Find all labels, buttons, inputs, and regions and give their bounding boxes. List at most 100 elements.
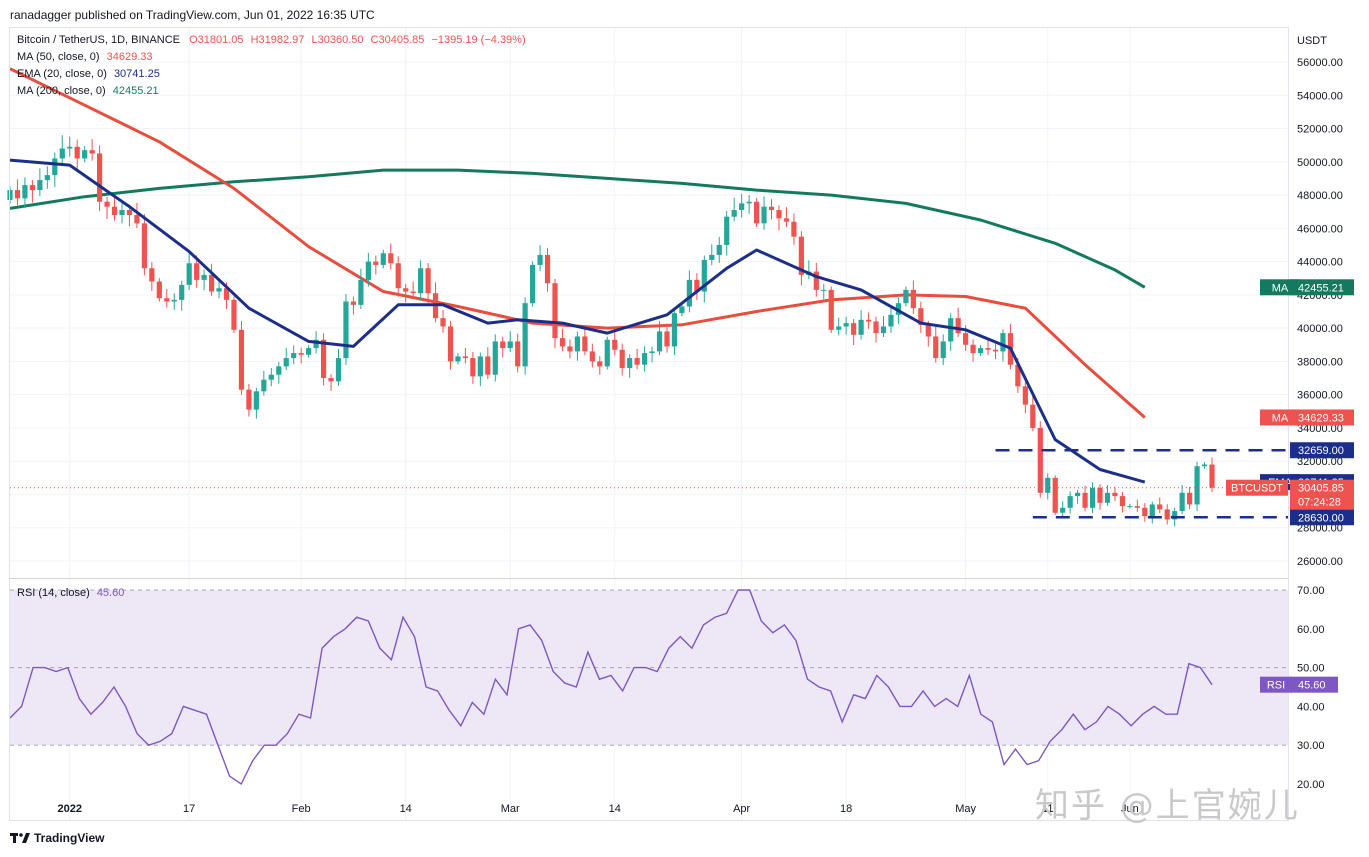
candle-body [627, 358, 633, 369]
y-tick-label: 50000.00 [1297, 157, 1343, 169]
candle-body [880, 326, 887, 334]
candle-body [298, 353, 304, 355]
y-tick-label: 32000.00 [1297, 456, 1343, 468]
ma200-legend[interactable]: MA (200, close, 0) 42455.21 [17, 85, 159, 97]
x-tick-label: 14 [609, 803, 621, 815]
candle-body [373, 261, 379, 265]
candle-body [350, 301, 357, 305]
ema20-legend-value: 30741.25 [113, 68, 160, 80]
price-tag-value-box [1290, 279, 1354, 296]
candle-body [783, 218, 790, 222]
candle-body [208, 274, 215, 292]
y-tick-label: 34000.00 [1297, 423, 1343, 435]
y-tick-label: 40000.00 [1297, 323, 1343, 335]
ma200-legend-label: MA (200, close, 0) [17, 85, 106, 97]
candle-body [223, 288, 230, 300]
candle-body [686, 279, 692, 307]
candle-body [343, 301, 349, 359]
level-tag: 28630.00 [1290, 509, 1354, 526]
level-tag-value: 28630.00 [1298, 512, 1344, 524]
candle-body [261, 379, 267, 392]
candle-body [149, 268, 155, 282]
ema20-legend[interactable]: EMA (20, close, 0) 30741.25 [17, 68, 160, 80]
y-tick-label: 52000.00 [1297, 124, 1343, 136]
candle-body [111, 206, 118, 216]
candle-body [485, 356, 491, 375]
ma200-path [9, 168, 1146, 289]
candle-body [22, 185, 28, 199]
candle-body [134, 215, 140, 224]
candle-body [470, 358, 476, 377]
candle-body [552, 283, 558, 339]
candle-body [731, 210, 737, 217]
y-tick-label: 38000.00 [1297, 356, 1343, 368]
candle-body [1187, 492, 1193, 505]
candle-body [156, 281, 162, 299]
candle-body [171, 299, 177, 302]
candle-body [410, 291, 416, 294]
rsi-legend-value: 45.60 [96, 587, 125, 599]
ohlc-close: C30405.85 [370, 34, 425, 46]
candle-body [335, 358, 342, 382]
candle-body [1037, 427, 1043, 493]
ma50-line [9, 67, 1146, 419]
rsi-y-tick-label: 40.00 [1297, 701, 1325, 713]
candle-body [746, 201, 752, 204]
currency-label: USDT [1297, 35, 1327, 47]
candle-body [970, 344, 976, 354]
ema20-path [9, 158, 1146, 484]
tradingview-logo[interactable]: TradingView [10, 831, 104, 845]
candle-body [843, 323, 849, 327]
candle-body [612, 339, 618, 350]
level-tag: 32659.00 [1290, 442, 1354, 459]
candle-body [821, 289, 827, 291]
rsi-panel [9, 589, 1288, 786]
candle-body [955, 318, 961, 334]
candle-body [365, 261, 371, 280]
y-tick-label: 44000.00 [1297, 257, 1343, 269]
candle-body [724, 216, 730, 245]
y-tick-label: 26000.00 [1297, 556, 1343, 568]
x-tick-label: Mar [501, 803, 520, 815]
candle-body [604, 339, 610, 367]
candle-body [701, 259, 707, 292]
rsi-tag-value: 45.60 [1298, 680, 1326, 692]
rsi-tag-name: RSI [1267, 680, 1285, 692]
candle-body [216, 288, 222, 292]
symbol-title[interactable]: Bitcoin / TetherUS, 1D, BINANCE [17, 34, 181, 46]
ma50-legend[interactable]: MA (50, close, 0) 34629.33 [17, 51, 153, 63]
candle-body [253, 391, 259, 410]
candle-body [589, 351, 595, 362]
candle-body [231, 299, 237, 330]
candle-body [679, 306, 685, 314]
candle-body [403, 288, 409, 292]
candle-body [515, 341, 521, 367]
ema20-legend-label: EMA (20, close, 0) [17, 68, 107, 80]
rsi-line [9, 589, 1213, 786]
candle-body [380, 253, 386, 265]
candle-body [1104, 492, 1111, 503]
candle-body [888, 314, 894, 327]
candle-body [1201, 464, 1208, 467]
publish-line: ranadagger published on TradingView.com,… [10, 8, 375, 22]
candle-body [940, 341, 946, 359]
candle-body [851, 323, 857, 335]
level-tag-box [1290, 442, 1354, 459]
ma200-legend-value: 42455.21 [112, 85, 159, 97]
candle-body [126, 210, 133, 216]
price-tag: MA 42455.21 [1260, 279, 1354, 296]
ohlc-open: O31801.05 [189, 34, 244, 46]
candle-body [1082, 492, 1088, 508]
tradingview-brand-text: TradingView [34, 831, 105, 845]
candle-body [447, 326, 454, 362]
x-tick-label: 18 [840, 803, 852, 815]
candle-body [238, 329, 245, 390]
candle-body [910, 289, 916, 309]
candle-body [306, 348, 312, 355]
y-tick-label: 46000.00 [1297, 223, 1343, 235]
candle-body [716, 244, 722, 255]
rsi-legend[interactable]: RSI (14, close) 45.60 [17, 587, 124, 599]
candle-body [194, 263, 200, 280]
x-tick-label: 14 [400, 803, 412, 815]
